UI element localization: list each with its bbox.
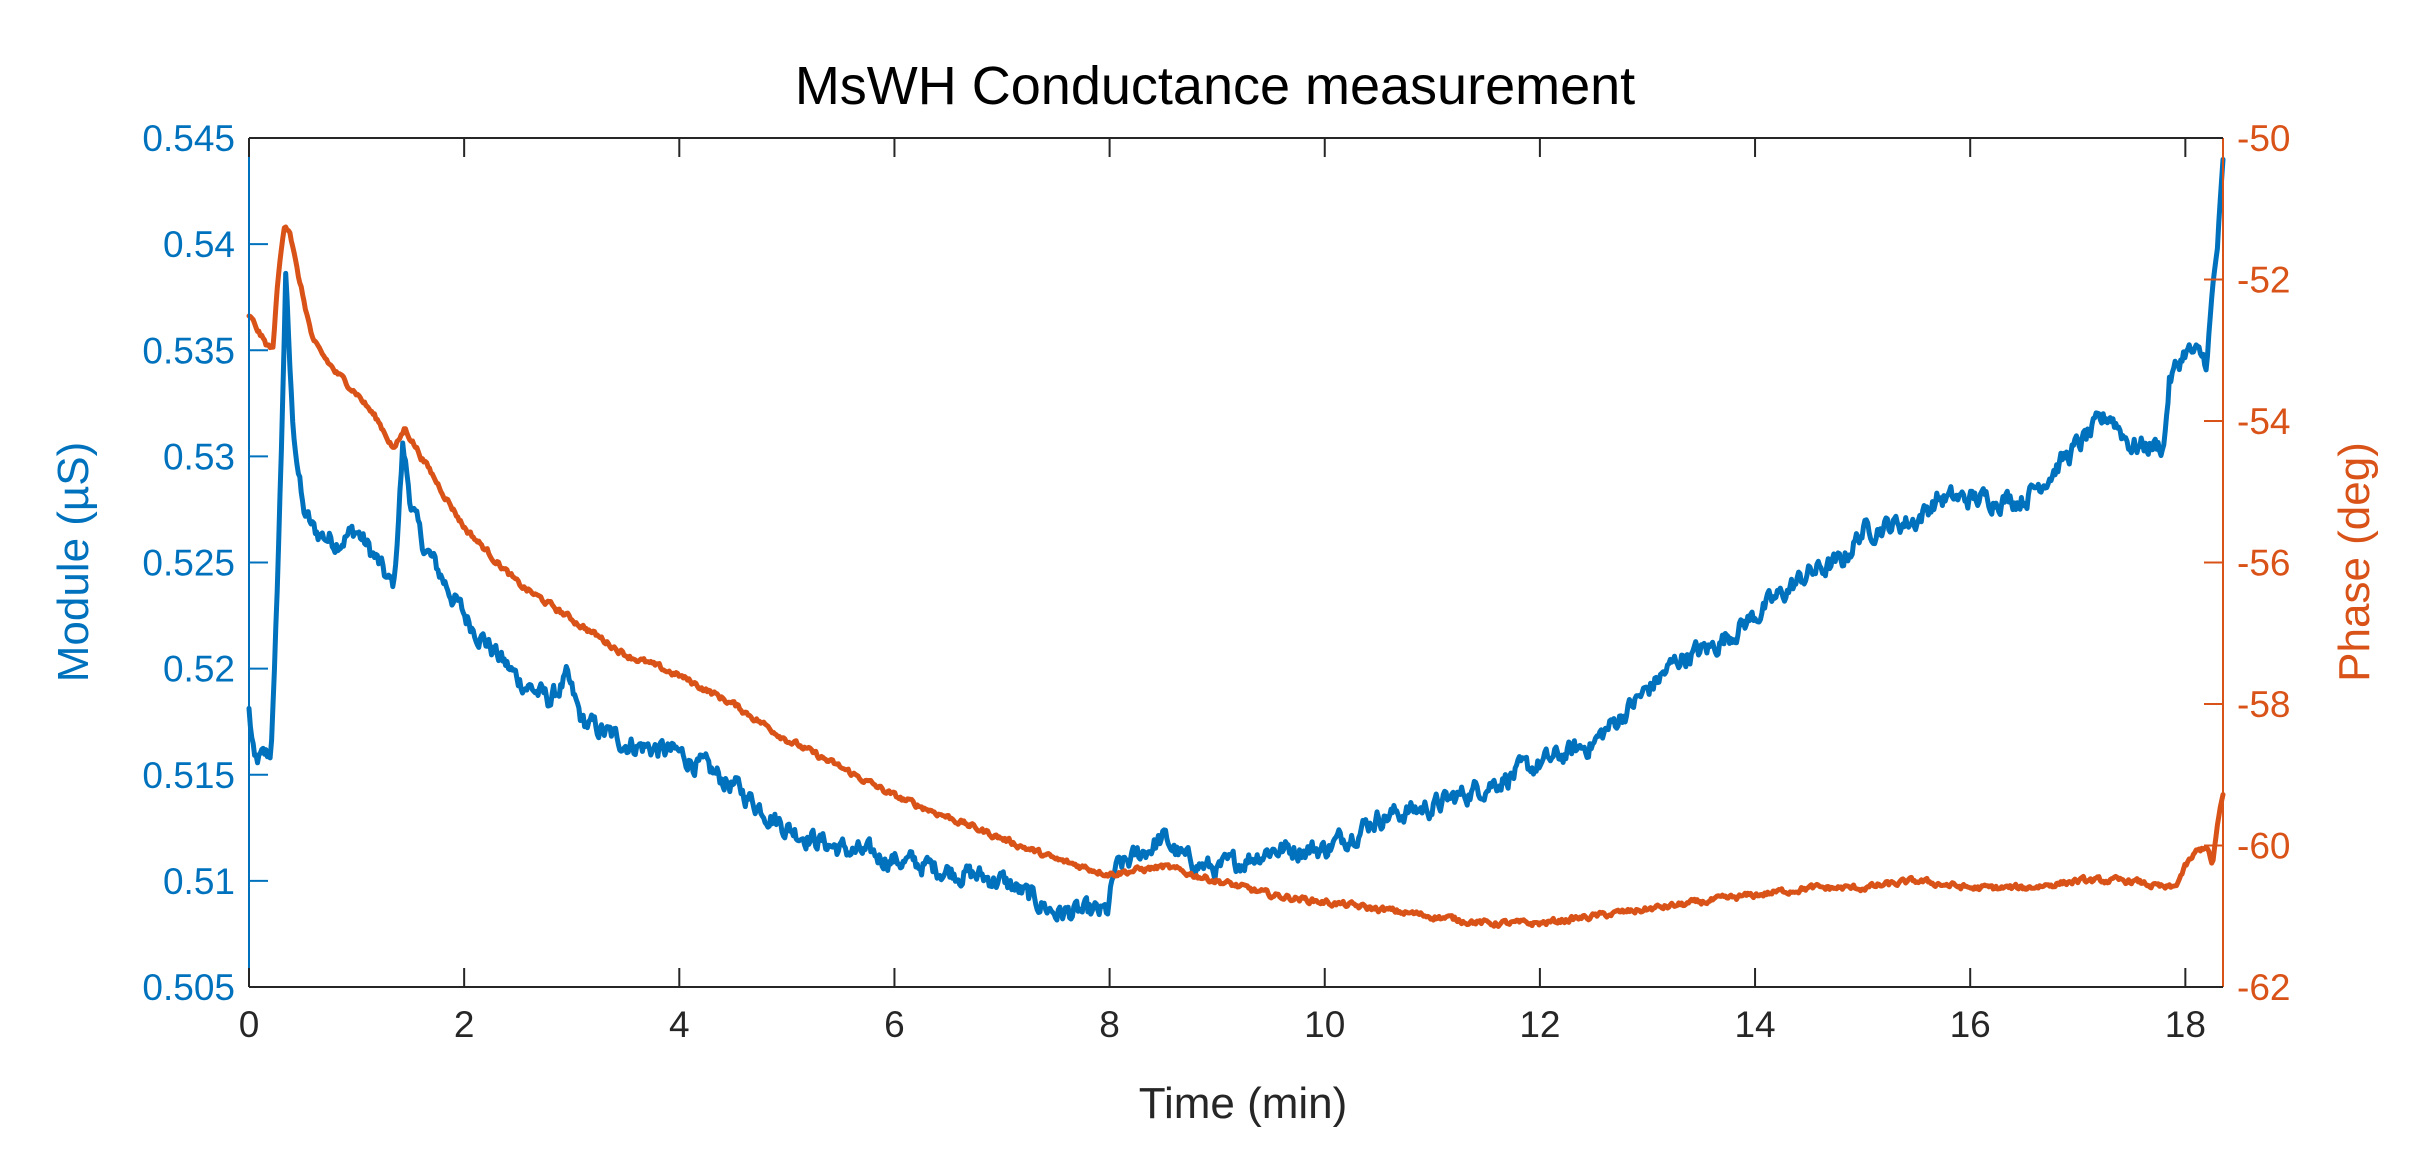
right-y-tick-label: -60 [2237,826,2290,867]
x-tick-label: 16 [1950,1004,1991,1045]
left-y-tick-label: 0.535 [142,330,235,371]
left-y-tick-label: 0.53 [163,436,235,477]
right-y-tick-label: -54 [2237,401,2290,442]
chart-title: MsWH Conductance measurement [795,56,1635,116]
x-tick-label: 14 [1734,1004,1775,1045]
x-tick-label: 8 [1099,1004,1120,1045]
x-tick-label: 12 [1519,1004,1560,1045]
right-y-tick-label: -62 [2237,967,2290,1008]
right-y-axis-title: Phase (deg) [2330,442,2379,682]
right-y-tick-label: -52 [2237,260,2290,301]
x-tick-label: 4 [669,1004,690,1045]
left-y-axis-title: Module (µS) [49,442,98,683]
x-tick-label: 2 [454,1004,475,1045]
left-y-tick-label: 0.505 [142,967,235,1008]
x-tick-label: 0 [239,1004,260,1045]
right-y-tick-label: -56 [2237,543,2290,584]
right-y-axis: -62 -60 -58 -56 -54 -52 -50 [2204,118,2290,1008]
right-y-tick-label: -58 [2237,684,2290,725]
x-tick-label: 10 [1304,1004,1345,1045]
series-line-module [246,156,2226,923]
right-y-tick-label: -50 [2237,118,2290,159]
x-tick-label: 18 [2165,1004,2206,1045]
left-y-tick-label: 0.545 [142,118,235,159]
left-y-tick-label: 0.54 [163,224,235,265]
x-axis-title: Time (min) [1139,1079,1348,1128]
left-y-tick-label: 0.515 [142,755,235,796]
x-tick-label: 6 [884,1004,905,1045]
left-y-tick-label: 0.51 [163,861,235,902]
left-y-axis: 0.505 0.51 0.515 0.52 0.525 0.53 0.535 0.54 0.54… [142,118,268,1008]
left-y-tick-label: 0.52 [163,649,235,690]
left-y-tick-label: 0.525 [142,543,235,584]
plot-area [246,156,2226,929]
series-line-phase [246,224,2226,929]
x-axis: 0 2 4 6 8 10 12 14 16 18 [239,137,2223,1045]
